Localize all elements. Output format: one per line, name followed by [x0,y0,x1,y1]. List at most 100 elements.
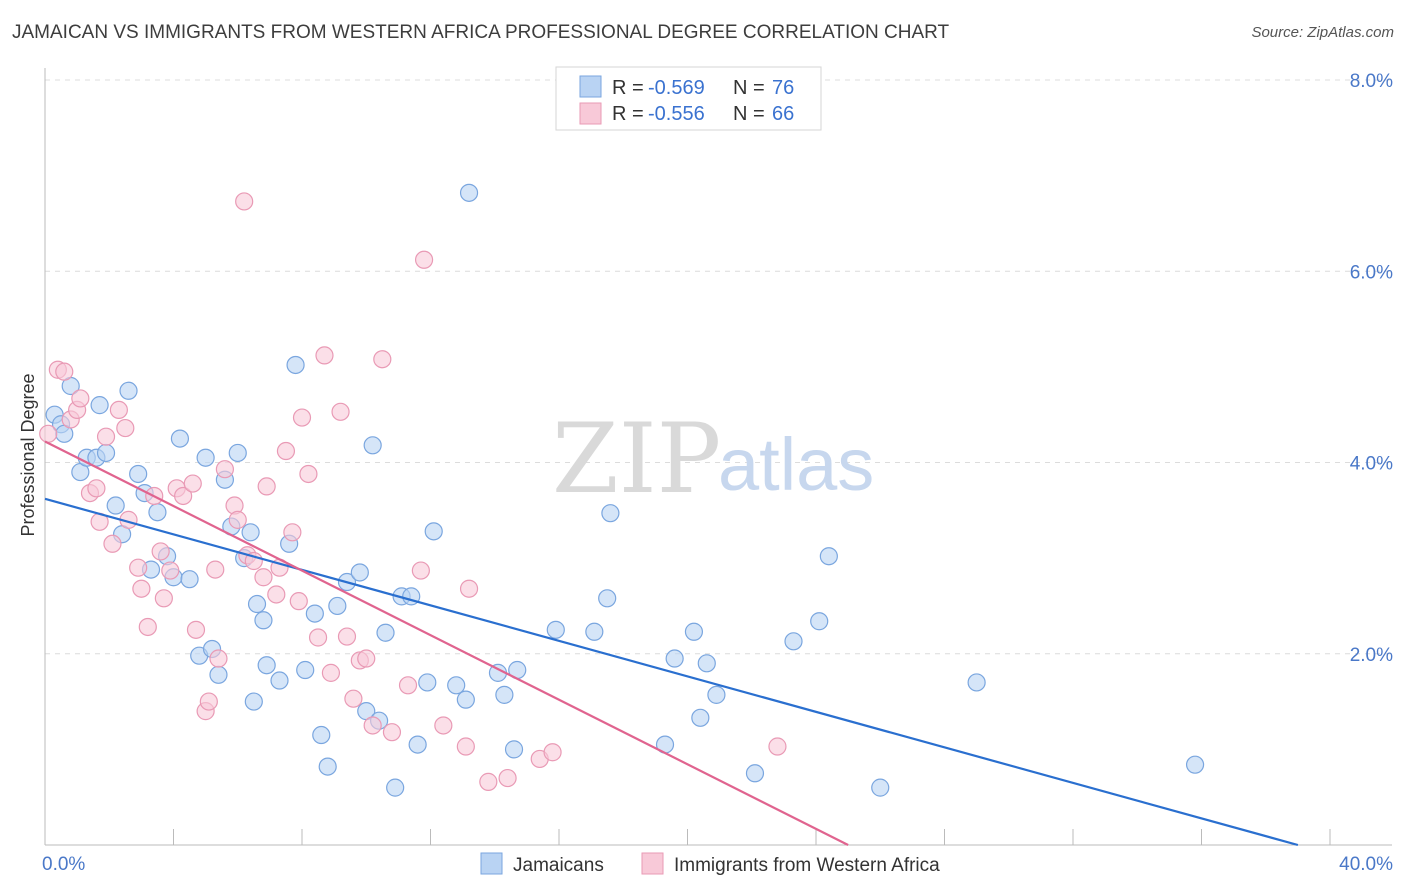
point-jamaicans [254,611,273,630]
point-western-africa [498,768,517,788]
point-western-africa [398,676,418,695]
x-tick-label: 40.0% [1339,854,1393,875]
point-western-africa [308,628,328,647]
point-western-africa [357,649,376,668]
axes [44,68,1392,846]
point-western-africa [411,561,430,580]
point-jamaicans [585,622,604,641]
point-western-africa [209,649,228,668]
point-western-africa [71,389,90,408]
point-jamaicans [665,649,684,668]
point-jamaicans [745,764,765,783]
point-western-africa [321,663,341,682]
point-jamaicans [106,496,125,515]
point-western-africa [186,620,206,639]
watermark-atlas: atlas [718,423,874,506]
point-jamaicans [241,523,260,542]
point-jamaicans [418,673,437,692]
point-western-africa [299,464,318,484]
point-jamaicans [228,443,247,463]
y-tick-label: 4.0% [1350,454,1393,475]
point-jamaicans [247,594,267,614]
series-swatch-western-africa [641,852,664,875]
point-western-africa [116,418,135,438]
point-western-africa [382,723,402,742]
point-jamaicans [129,464,148,484]
point-western-africa [289,592,308,611]
point-jamaicans [180,570,199,589]
point-western-africa [138,617,157,637]
trend-line-jamaicans [44,497,1299,847]
point-jamaicans [305,604,324,623]
point-western-africa [257,477,276,496]
legend-n-label-1: N = [733,77,765,99]
point-jamaicans [1185,755,1205,774]
legend-swatch-pink [579,102,602,125]
point-western-africa [363,716,382,735]
point-western-africa [331,402,350,421]
correlation-legend: R = -0.569 N = 76 R = -0.556 N = 66 [555,66,822,131]
point-western-africa [151,542,170,561]
point-jamaicans [286,355,305,375]
point-jamaicans [119,381,138,400]
series-label-western-africa: Immigrants from Western Africa [674,855,940,876]
point-jamaicans [312,725,331,745]
point-jamaicans [296,660,315,680]
point-western-africa [315,346,334,365]
point-western-africa [543,743,562,762]
point-jamaicans [810,612,829,631]
point-jamaicans [318,757,337,776]
point-jamaicans [707,685,726,704]
point-jamaicans [244,692,263,711]
point-jamaicans [386,778,405,797]
x-tick-label: 0.0% [42,854,85,875]
point-jamaicans [350,563,369,582]
point-jamaicans [456,690,475,709]
trend-lines [44,440,1299,847]
legend-n-value-1: 76 [772,77,794,99]
point-jamaicans [148,503,167,522]
point-jamaicans [601,504,620,523]
point-western-africa [87,479,106,498]
watermark-zip: ZIP [552,403,721,515]
point-western-africa [132,579,151,598]
point-western-africa [283,523,302,542]
chart-title: JAMAICAN VS IMMIGRANTS FROM WESTERN AFRI… [12,22,950,43]
point-jamaicans [209,665,228,684]
point-western-africa [228,510,247,529]
source-label: Source: ZipAtlas.com [1251,24,1394,41]
y-axis-label: Professional Degree [18,373,38,536]
gridlines [45,79,1392,655]
point-western-africa [434,716,453,735]
series-legend: Jamaicans Immigrants from Western Africa [480,852,940,876]
point-western-africa [267,585,286,604]
point-jamaicans [363,436,382,455]
legend-n-value-2: 66 [772,103,794,125]
y-tick-label: 2.0% [1350,645,1393,666]
point-jamaicans [871,778,890,797]
point-jamaicans [691,708,710,727]
point-western-africa [199,692,218,711]
point-jamaicans [459,183,479,202]
point-western-africa [276,441,296,461]
point-jamaicans [408,735,427,754]
x-tick-labels: 0.0% 40.0% [42,854,1393,875]
series-swatch-jamaicans [480,852,503,875]
y-tick-labels: 2.0% 4.0% 6.0% 8.0% [1350,71,1393,666]
point-jamaicans [684,622,704,641]
trend-line-western-africa [44,440,849,846]
point-western-africa [109,400,128,420]
point-jamaicans [546,620,565,639]
watermark: ZIP atlas [552,403,874,515]
legend-n-label-2: N = [733,103,765,125]
point-western-africa [161,561,180,580]
y-tick-label: 8.0% [1350,71,1393,92]
legend-r-value-2: -0.556 [648,103,705,125]
point-western-africa [292,408,312,427]
point-western-africa [206,560,225,579]
point-western-africa [215,460,234,479]
point-western-africa [154,589,173,608]
point-jamaicans [196,448,215,467]
point-western-africa [479,772,498,791]
